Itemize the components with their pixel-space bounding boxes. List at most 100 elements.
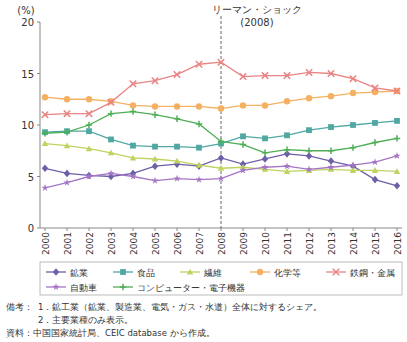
point — [240, 73, 246, 79]
point — [284, 98, 290, 104]
point — [372, 167, 378, 173]
point — [129, 173, 136, 180]
x-tick-label: 2013 — [327, 232, 337, 255]
point — [196, 145, 202, 151]
point — [371, 158, 378, 165]
point — [151, 177, 158, 184]
point — [152, 112, 158, 118]
point — [218, 105, 224, 111]
point — [350, 122, 356, 128]
annotation-line — [221, 16, 222, 228]
point — [64, 110, 70, 116]
point — [306, 95, 312, 101]
legend-marker — [53, 268, 59, 276]
y-tick-label: 20 — [21, 17, 34, 28]
point — [86, 96, 92, 102]
note: 2．主要業種のみ表示。 — [38, 315, 133, 325]
series-line — [45, 62, 397, 115]
point — [42, 94, 48, 100]
point — [196, 103, 202, 109]
point — [394, 88, 400, 94]
legend-label: 自動車 — [70, 283, 97, 293]
point — [42, 164, 48, 172]
annotation-text: リーマン・ショック — [212, 4, 302, 15]
point — [239, 167, 246, 174]
x-tick — [221, 228, 222, 231]
x-tick — [111, 228, 112, 231]
point — [350, 144, 356, 150]
point — [372, 120, 378, 126]
point — [152, 144, 158, 150]
x-tick — [177, 228, 178, 231]
point — [42, 140, 48, 146]
point — [86, 110, 92, 116]
legend-label: 鉱業 — [70, 268, 88, 278]
legend-marker — [52, 283, 59, 290]
x-tick-label: 2002 — [85, 232, 95, 255]
y-axis — [40, 22, 41, 228]
series-line — [45, 156, 397, 188]
point — [262, 135, 268, 141]
point — [284, 132, 290, 138]
point — [174, 116, 180, 122]
legend-label: 繊維 — [203, 268, 222, 278]
point — [64, 96, 70, 102]
point — [218, 154, 224, 162]
point — [372, 139, 378, 145]
series-line — [45, 112, 397, 153]
point — [196, 121, 202, 127]
legend-label: 食品 — [137, 268, 155, 278]
point — [42, 112, 48, 118]
point — [305, 165, 312, 172]
legend-marker — [120, 284, 126, 290]
point — [328, 124, 334, 130]
point — [218, 138, 224, 144]
x-tick-label: 2016 — [393, 232, 403, 255]
x-tick-label: 2008 — [217, 232, 227, 255]
point — [372, 85, 378, 91]
point — [130, 143, 136, 149]
point — [393, 152, 400, 159]
point — [306, 127, 312, 133]
x-tick-label: 2007 — [195, 232, 205, 255]
point — [152, 156, 158, 162]
point — [152, 78, 158, 84]
point — [196, 61, 202, 67]
point — [306, 148, 312, 154]
y-tick-label: 15 — [21, 69, 34, 80]
y-tick-label: 5 — [28, 172, 34, 183]
x-tick — [309, 228, 310, 231]
point — [327, 163, 334, 170]
point — [152, 103, 158, 109]
point — [262, 102, 268, 108]
x-tick — [397, 228, 398, 231]
point — [262, 150, 268, 156]
x-tick — [243, 228, 244, 231]
point — [350, 90, 356, 96]
point — [152, 162, 158, 170]
point — [130, 108, 136, 114]
legend-label: コンピューター・電子機器 — [137, 283, 245, 293]
point — [108, 110, 114, 116]
legend: 鉱業食品繊維化学等鉄鋼・金属自動車コンピューター・電子機器 — [40, 262, 402, 295]
x-tick-label: 2011 — [283, 232, 293, 255]
point — [261, 163, 268, 170]
point — [174, 158, 180, 164]
point — [42, 130, 48, 136]
point — [64, 142, 70, 148]
x-tick-label: 2012 — [305, 232, 315, 255]
x-tick — [133, 228, 134, 231]
plot-area — [41, 59, 400, 191]
x-tick-label: 2006 — [173, 232, 183, 255]
x-tick-label: 2005 — [151, 232, 161, 255]
point — [328, 70, 334, 76]
point — [85, 173, 92, 180]
point — [86, 122, 92, 128]
x-tick-label: 2004 — [129, 232, 139, 255]
legend-marker — [333, 269, 339, 275]
point — [130, 102, 136, 108]
x-tick-label: 2015 — [371, 232, 381, 255]
point — [306, 69, 312, 75]
legend-box — [40, 262, 402, 295]
series-line — [45, 121, 397, 148]
